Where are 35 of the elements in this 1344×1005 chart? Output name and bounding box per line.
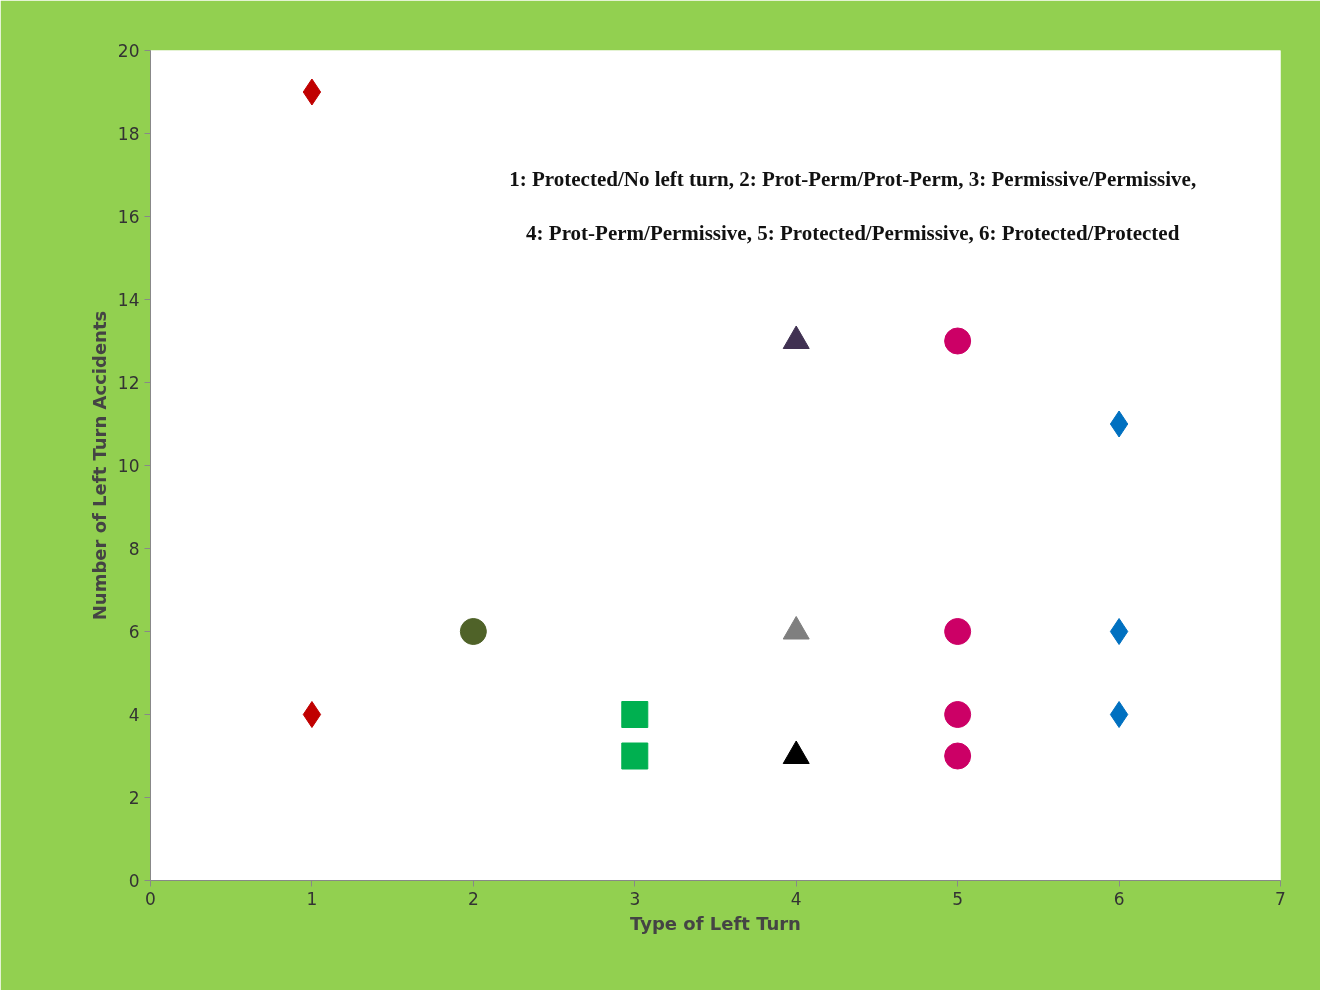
y-tick-label: 20 <box>117 41 140 61</box>
point <box>944 327 972 355</box>
point <box>621 701 649 728</box>
x-tick-label: 7 <box>1275 888 1286 909</box>
point <box>302 701 322 728</box>
y-tick-label: 0 <box>128 871 140 891</box>
x-tick-label: 6 <box>1113 888 1125 909</box>
x-axis-title: Type of Left Turn <box>630 912 801 934</box>
annotation: 4: Prot-Perm/Permissive, 5: Protected/Permissive, 6: Protected/Protected <box>526 221 1180 246</box>
point <box>944 701 972 728</box>
annotation: 1: Protected/No left turn, 2: Prot-Perm/Prot-Perm, 3: Permissive/Permissive, <box>509 167 1197 192</box>
x-tick-label: 1 <box>306 888 318 909</box>
point <box>944 618 972 645</box>
point <box>302 78 322 106</box>
y-tick-label: 4 <box>128 705 140 725</box>
x-tick-label: 3 <box>629 888 641 909</box>
point <box>944 742 972 770</box>
y-tick-label: 2 <box>128 788 140 808</box>
point <box>621 742 649 770</box>
y-tick-label: 18 <box>117 124 140 144</box>
y-tick-label: 12 <box>117 373 140 393</box>
y-axis-title: Number of Left Turn Accidents <box>88 310 110 621</box>
x-tick-label: 4 <box>790 888 802 909</box>
y-tick-label: 8 <box>128 539 140 559</box>
x-tick-label: 5 <box>952 888 964 909</box>
point <box>1109 410 1129 438</box>
point <box>459 618 487 645</box>
y-tick-label: 14 <box>117 290 140 310</box>
y-tick-label: 16 <box>117 207 140 227</box>
y-tick-label: 6 <box>128 622 140 642</box>
y-tick-label: 10 <box>117 456 140 476</box>
x-tick-label: 0 <box>145 888 156 909</box>
point <box>1109 618 1129 645</box>
x-tick-label: 2 <box>467 888 479 909</box>
point <box>1109 701 1129 728</box>
